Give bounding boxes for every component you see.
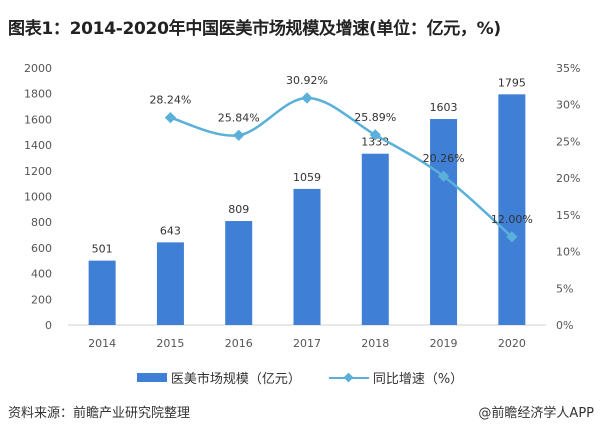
bar-data-label: 501 (92, 243, 113, 256)
chart-title: 图表1：2014-2020年中国医美市场规模及增速(单位：亿元，%) (8, 19, 501, 39)
left-axis-tick: 1400 (24, 139, 52, 152)
legend-item-bar: 医美市场规模（亿元） (136, 368, 301, 387)
bar (498, 94, 526, 325)
line-data-label: 12.00% (491, 213, 533, 226)
left-axis-tick: 2000 (24, 62, 52, 75)
left-axis-tick: 200 (31, 293, 52, 306)
bar (225, 221, 253, 325)
line-data-label: 20.26% (423, 152, 465, 165)
x-axis-tick: 2014 (88, 337, 116, 350)
credit-note: @前瞻经济学人APP (478, 406, 594, 421)
left-axis-tick: 1800 (24, 88, 52, 101)
growth-point (506, 231, 518, 243)
x-axis-tick: 2016 (225, 337, 253, 350)
bar-data-label: 1059 (293, 171, 321, 184)
left-axis-tick: 1000 (24, 191, 52, 204)
bar-data-label: 1603 (430, 101, 458, 114)
right-axis-tick: 25% (556, 135, 580, 148)
right-axis-tick: 30% (556, 99, 580, 112)
bar (88, 260, 116, 325)
right-axis-tick: 0% (556, 319, 573, 332)
legend-bar-swatch (136, 373, 167, 382)
right-axis-tick: 10% (556, 246, 580, 259)
growth-point (233, 129, 245, 141)
bar (430, 119, 458, 326)
left-axis-tick: 400 (31, 268, 52, 281)
right-axis-tick: 35% (556, 62, 580, 75)
left-axis-tick: 1200 (24, 165, 52, 178)
bar-data-label: 643 (160, 224, 181, 237)
line-data-label: 30.92% (286, 74, 328, 87)
line-data-label: 25.84% (218, 111, 260, 124)
source-note: 资料来源：前瞻产业研究院整理 (8, 406, 191, 421)
growth-point (301, 92, 313, 104)
right-axis-tick: 20% (556, 172, 580, 185)
legend: 医美市场规模（亿元） 同比增速（%） (0, 368, 600, 387)
legend-label: 医美市场规模（亿元） (170, 372, 301, 387)
bar-data-label: 1795 (498, 76, 526, 89)
right-axis-tick: 5% (556, 282, 573, 295)
growth-point (437, 170, 450, 182)
bar (156, 242, 184, 325)
legend-line-swatch (328, 372, 369, 382)
left-axis-tick: 0 (45, 319, 52, 332)
left-axis-tick: 600 (31, 242, 52, 255)
left-axis-tick: 1600 (24, 113, 52, 126)
x-axis-tick: 2019 (430, 337, 458, 350)
bar-data-label: 809 (228, 203, 249, 216)
right-axis-tick: 15% (556, 209, 580, 222)
left-axis-tick: 800 (31, 216, 52, 229)
x-axis-tick: 2017 (293, 337, 321, 350)
legend-label: 同比增速（%） (372, 372, 464, 387)
line-data-label: 28.24% (149, 94, 191, 107)
x-axis-tick: 2015 (156, 337, 184, 350)
growth-point (164, 111, 177, 124)
legend-item-line: 同比增速（%） (328, 368, 464, 387)
x-axis-tick: 2020 (498, 337, 526, 350)
bar (361, 153, 389, 325)
x-axis-tick: 2018 (361, 337, 389, 350)
growth-point (369, 129, 381, 141)
line-data-label: 25.89% (354, 111, 396, 124)
bar (293, 188, 321, 325)
